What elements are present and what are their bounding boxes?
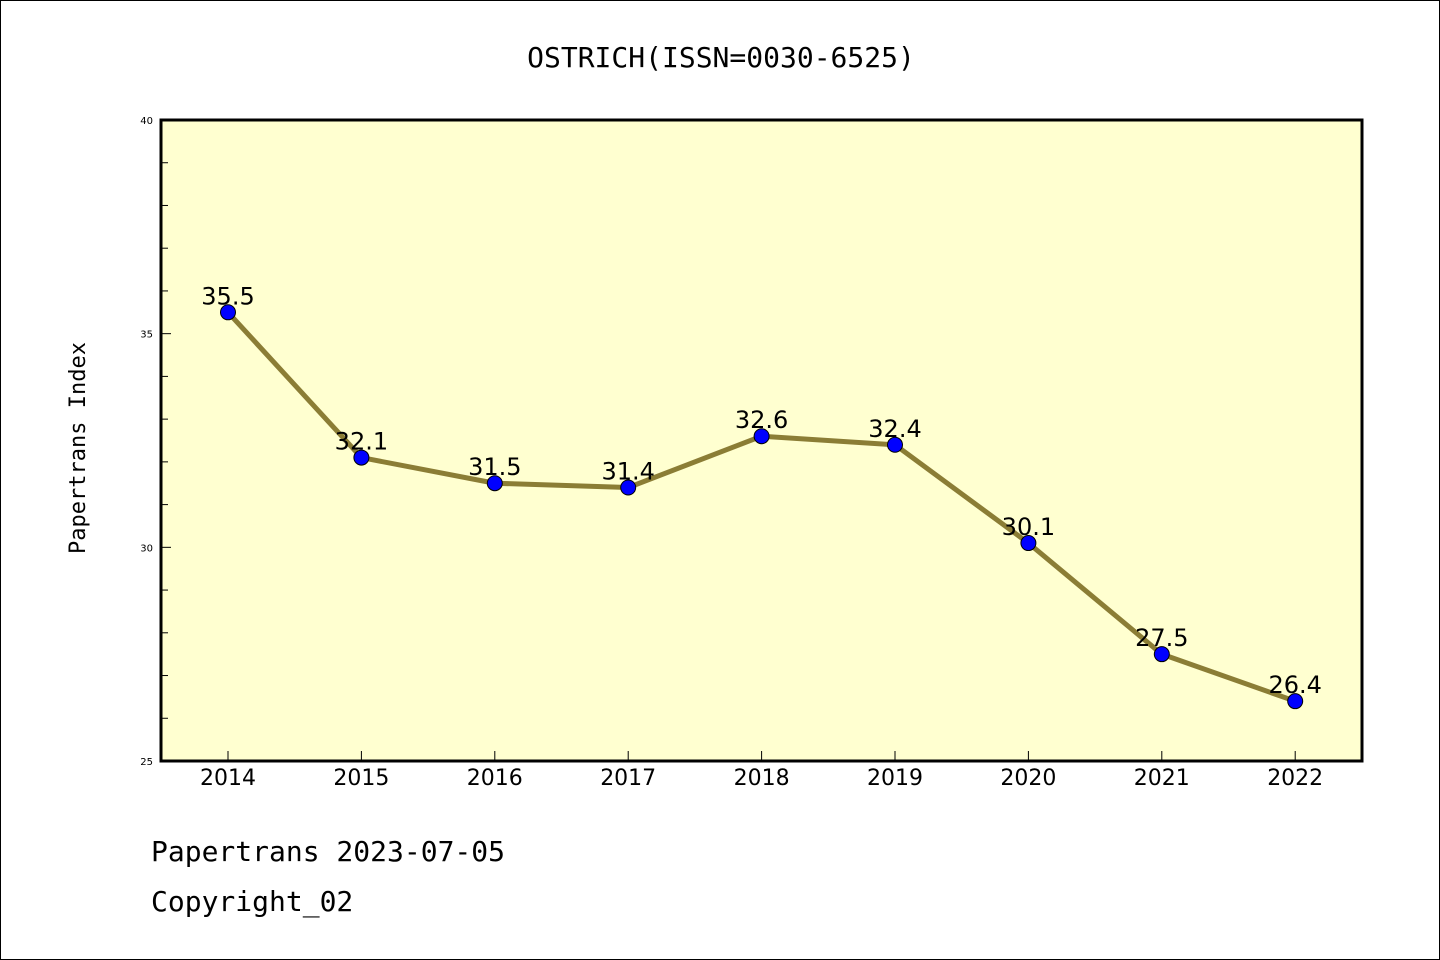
data-label: 32.4 <box>868 415 921 443</box>
x-tick-label: 2015 <box>333 766 389 791</box>
data-label: 31.4 <box>601 458 654 486</box>
data-point <box>220 304 236 321</box>
x-tick-label: 2021 <box>1134 766 1190 791</box>
y-tick-label: 35 <box>140 330 153 341</box>
y-tick-label: 30 <box>140 543 153 554</box>
y-tick-label: 40 <box>140 116 153 127</box>
footer-copyright: Copyright_02 <box>151 885 354 918</box>
data-point <box>353 449 370 466</box>
data-point <box>1153 646 1170 663</box>
chart-title: OSTRICH(ISSN=0030-6525) <box>527 41 915 74</box>
x-tick-label: 2022 <box>1267 766 1323 791</box>
y-tick-label: 25 <box>140 757 153 768</box>
data-point <box>753 428 770 445</box>
data-point <box>620 479 637 496</box>
data-label: 35.5 <box>201 282 254 310</box>
y-axis-label: Papertrans Index <box>66 342 91 554</box>
y-axis: 25 30 35 40 <box>140 116 171 768</box>
x-tick-label: 2014 <box>200 766 256 791</box>
x-axis: 2014 2015 2016 2017 2018 2019 2020 2021 2022 <box>200 751 1323 791</box>
data-label: 26.4 <box>1268 671 1321 699</box>
x-tick-label: 2020 <box>1000 766 1056 791</box>
data-label: 32.6 <box>735 406 788 434</box>
footer-date: Papertrans 2023-07-05 <box>151 835 506 868</box>
x-tick-label: 2017 <box>600 766 656 791</box>
data-point <box>1287 693 1304 710</box>
x-tick-label: 2019 <box>867 766 923 791</box>
x-tick-label: 2018 <box>734 766 790 791</box>
data-label: 31.5 <box>468 453 521 481</box>
data-label: 32.1 <box>335 428 388 456</box>
series-layer: 35.5 32.1 31.5 31.4 32.6 32.4 30.1 27.5 26.4 <box>201 282 1322 710</box>
data-point <box>486 475 503 492</box>
data-label: 30.1 <box>1002 513 1055 541</box>
data-point <box>887 436 903 453</box>
data-label: 27.5 <box>1135 624 1188 652</box>
data-point <box>1020 535 1037 552</box>
x-tick-label: 2016 <box>467 766 523 791</box>
